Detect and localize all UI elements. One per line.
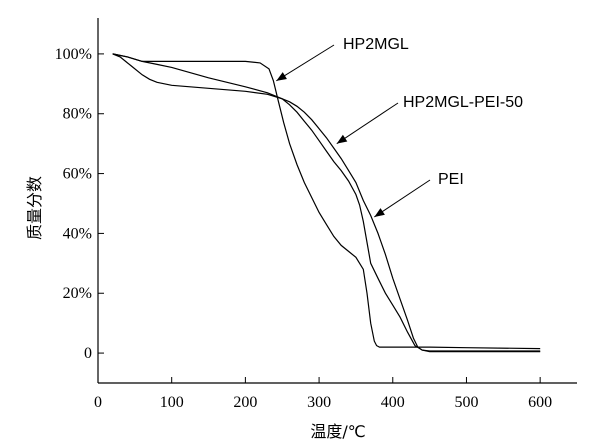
series-line-pei (112, 53, 541, 353)
annotation-label-hp2mgl: HP2MGL (343, 36, 409, 53)
plot-area (97, 18, 577, 384)
x-tick-label: 0 (94, 394, 102, 411)
series-layer (112, 53, 541, 353)
x-tick-label: 100 (160, 394, 184, 411)
annotation-arrowhead (276, 72, 287, 81)
y-tick-label: 80% (63, 106, 92, 123)
x-tick-label: 400 (381, 394, 405, 411)
annotation-arrow (336, 102, 399, 145)
annotation-label-pei: PEI (438, 171, 464, 188)
annotation-arrow (276, 44, 335, 82)
x-axis-title: 温度/℃ (310, 422, 365, 441)
y-tick-label: 40% (63, 225, 92, 242)
series-line-hp2mgl-pei-50 (112, 53, 541, 352)
x-tick-label: 300 (307, 394, 331, 411)
y-tick-label: 0 (84, 345, 92, 362)
annotation-arrow (374, 179, 431, 218)
x-tick-label: 200 (233, 394, 257, 411)
tick-layer: 0 100 200 300 400 500 600 0 20% 40% 60% 80% 100% (55, 46, 552, 411)
y-axis-title: 质量分数 (25, 176, 44, 240)
annotation-layer: HP2MGL HP2MGL-PEI-50 PEI (276, 36, 523, 218)
annotation-arrowhead (336, 134, 348, 144)
y-tick-label: 60% (63, 166, 92, 183)
y-tick-label: 20% (63, 285, 92, 302)
y-tick-label: 100% (55, 46, 92, 63)
annotation-label-hp2mgl-pei-50: HP2MGL-PEI-50 (403, 94, 523, 111)
series-line-hp2mgl (112, 53, 541, 350)
annotation-arrowhead (374, 208, 385, 217)
x-tick-label: 500 (454, 394, 478, 411)
x-tick-label: 600 (528, 394, 552, 411)
